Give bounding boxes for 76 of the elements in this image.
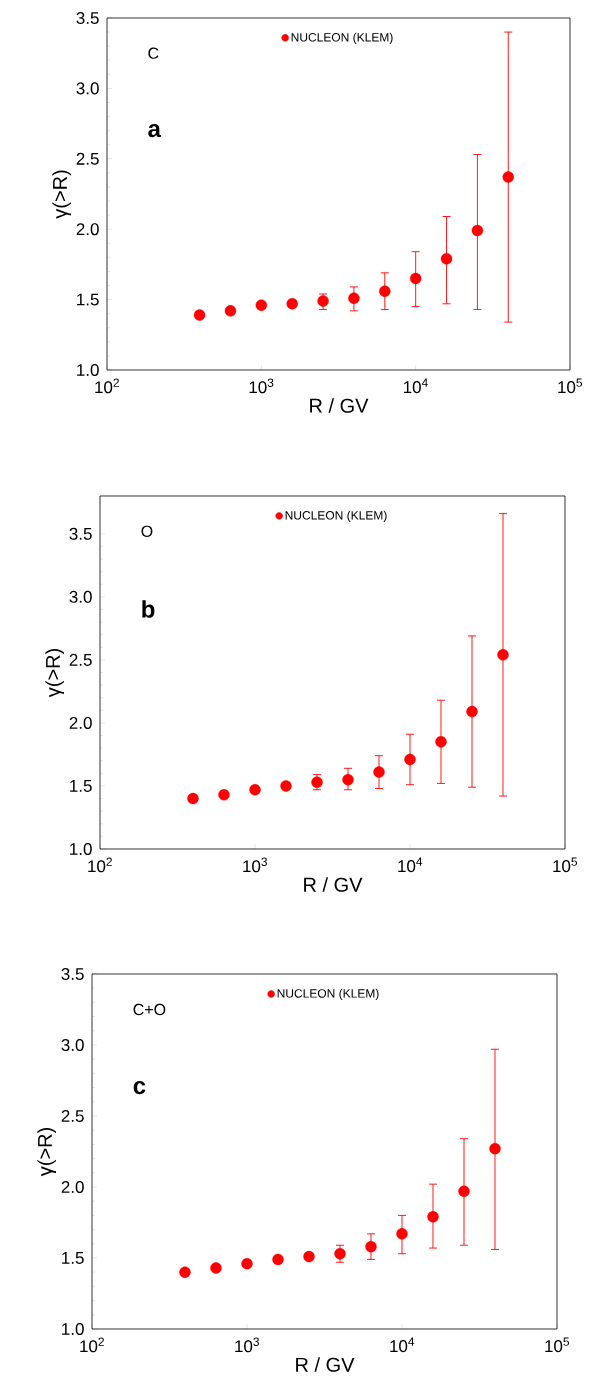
- point: [249, 784, 261, 796]
- point: [241, 1257, 253, 1270]
- y-tick-label: 2.0: [69, 716, 92, 729]
- x-tick-label: 10$^{5}$: [553, 857, 578, 873]
- x-tick-label: 10$^{2}$: [88, 857, 112, 873]
- point: [348, 292, 360, 304]
- x-axis-title: R / GV: [296, 1357, 355, 1372]
- point: [427, 1211, 439, 1223]
- y-tick-label: 3.0: [69, 590, 92, 603]
- x-tick-label: 10$^{2}$: [95, 378, 119, 394]
- y-tick-label: 1.5: [77, 293, 99, 306]
- annotation: C: [148, 47, 159, 59]
- x-tick-label: 10$^{5}$: [558, 378, 583, 394]
- point: [435, 736, 447, 748]
- y-tick-label: 1.0: [70, 842, 92, 856]
- y-tick-label: 3.5: [69, 527, 92, 540]
- point: [489, 1142, 501, 1155]
- y-tick-label: 3.5: [76, 11, 99, 25]
- point: [280, 780, 292, 792]
- legend-label: NUCLEON (KLEM): [285, 510, 387, 522]
- point: [409, 272, 422, 285]
- point: [458, 1185, 470, 1197]
- point: [334, 1248, 346, 1260]
- x-tick-label: 10$^{4}$: [403, 378, 428, 394]
- y-tick-label: 1.5: [62, 1252, 84, 1264]
- point: [373, 766, 385, 778]
- x-axis-title: R / GV: [304, 877, 363, 892]
- point: [440, 253, 453, 265]
- point: [365, 1240, 377, 1253]
- point: [272, 1253, 284, 1266]
- point: [224, 305, 237, 317]
- x-tick-label: 10$^{4}$: [390, 1337, 415, 1353]
- point: [187, 792, 199, 805]
- annotation: C+O: [133, 1003, 166, 1016]
- y-tick-label: 2.0: [61, 1180, 84, 1194]
- legend-label: NUCLEON (KLEM): [277, 988, 379, 1001]
- point: [502, 171, 514, 183]
- y-tick-label: 1.0: [62, 1322, 84, 1336]
- point: [379, 285, 391, 297]
- legend-label: NUCLEON (KLEM): [291, 32, 393, 44]
- point: [396, 1228, 408, 1240]
- y-tick-label: 2.5: [61, 1109, 84, 1123]
- point: [404, 753, 416, 766]
- annotation: c: [133, 1081, 146, 1095]
- y-axis-title: γ(>R): [52, 170, 71, 219]
- point: [179, 1266, 191, 1278]
- y-tick-label: 2.0: [76, 223, 99, 236]
- point: [471, 224, 484, 237]
- point: [218, 789, 230, 801]
- point: [210, 1262, 222, 1274]
- y-tick-label: 3.5: [61, 967, 84, 981]
- annotation: a: [148, 124, 162, 138]
- x-tick-label: 10$^{3}$: [235, 1337, 259, 1353]
- y-axis-title: γ(>R): [45, 649, 64, 698]
- point: [342, 773, 354, 786]
- y-tick-label: 3.0: [61, 1038, 84, 1052]
- annotation: b: [142, 600, 155, 618]
- x-tick-label: 10$^{2}$: [80, 1337, 104, 1353]
- point: [303, 1250, 315, 1263]
- point: [255, 299, 268, 311]
- y-axis-title: γ(>R): [37, 1128, 56, 1177]
- y-tick-label: 2.5: [76, 152, 99, 165]
- x-axis-title: R / GV: [310, 398, 369, 413]
- x-tick-label: 10$^{3}$: [243, 857, 267, 873]
- point: [466, 705, 478, 718]
- point: [286, 298, 298, 310]
- y-tick-label: 2.5: [69, 653, 92, 666]
- y-tick-label: 1.0: [77, 363, 99, 377]
- annotation: O: [141, 525, 153, 537]
- point: [193, 309, 206, 321]
- point: [497, 649, 509, 661]
- x-tick-label: 10$^{4}$: [398, 857, 423, 873]
- y-tick-label: 3.0: [76, 82, 99, 95]
- x-tick-label: 10$^{3}$: [249, 378, 274, 394]
- y-tick-label: 1.5: [70, 780, 92, 792]
- x-tick-label: 10$^{5}$: [545, 1337, 570, 1353]
